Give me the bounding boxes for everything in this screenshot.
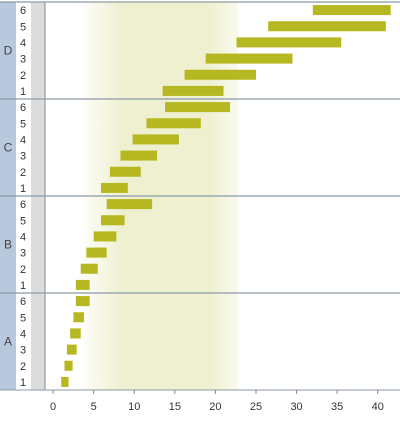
bar-B-1: [75, 279, 90, 290]
x-tick-label: 5: [91, 401, 97, 413]
bar-A-4: [70, 328, 81, 339]
row-label: 5: [20, 21, 26, 33]
bar-B-4: [93, 231, 117, 242]
bar-A-5: [73, 312, 84, 323]
row-label: 1: [20, 183, 26, 195]
bar-D-1: [162, 85, 224, 96]
row-label: 1: [20, 86, 26, 98]
row-label: 6: [20, 199, 26, 211]
row-label: 6: [20, 296, 26, 308]
row-label: 4: [20, 134, 26, 146]
x-tick-label: 15: [169, 401, 181, 413]
bar-C-6: [165, 102, 231, 113]
row-label: 3: [20, 151, 26, 163]
row-label: 6: [20, 102, 26, 114]
bar-C-1: [100, 182, 128, 193]
bar-A-1: [61, 376, 69, 387]
group-label-C: C: [4, 141, 13, 155]
group-label-B: B: [4, 238, 12, 252]
bar-A-2: [64, 360, 73, 371]
row-label: 5: [20, 312, 26, 324]
bar-D-4: [236, 37, 342, 48]
x-tick-label: 25: [250, 401, 262, 413]
x-tick-label: 40: [372, 401, 384, 413]
bar-C-5: [146, 118, 201, 129]
row-label: 3: [20, 54, 26, 66]
row-label: 5: [20, 215, 26, 227]
row-label: 1: [20, 377, 26, 389]
row-label: 4: [20, 37, 26, 49]
row-label: 6: [20, 5, 26, 17]
bar-B-3: [86, 247, 107, 258]
bar-B-6: [106, 199, 153, 210]
bar-D-6: [312, 5, 391, 16]
x-tick-label: 30: [290, 401, 302, 413]
bar-C-3: [120, 150, 157, 161]
x-tick-label: 20: [209, 401, 221, 413]
row-label: 2: [20, 70, 26, 82]
row-label: 1: [20, 280, 26, 292]
row-label: 2: [20, 264, 26, 276]
bar-D-5: [268, 21, 386, 32]
x-tick-label: 35: [331, 401, 343, 413]
x-tick-label: 0: [50, 401, 56, 413]
group-label-D: D: [4, 44, 13, 58]
bar-C-2: [109, 166, 141, 177]
bar-A-6: [75, 296, 90, 307]
row-label: 3: [20, 345, 26, 357]
bar-C-4: [132, 134, 179, 145]
bar-B-5: [100, 215, 125, 226]
row-label: 2: [20, 361, 26, 373]
bar-A-3: [66, 344, 77, 355]
group-label-A: A: [4, 335, 12, 349]
row-label: 3: [20, 248, 26, 260]
bar-D-2: [184, 69, 256, 80]
bar-D-3: [205, 53, 293, 64]
bar-B-2: [80, 263, 98, 274]
x-tick-label: 10: [128, 401, 140, 413]
row-label: 4: [20, 231, 26, 243]
row-label: 2: [20, 167, 26, 179]
row-label: 4: [20, 328, 26, 340]
row-label: 5: [20, 118, 26, 130]
